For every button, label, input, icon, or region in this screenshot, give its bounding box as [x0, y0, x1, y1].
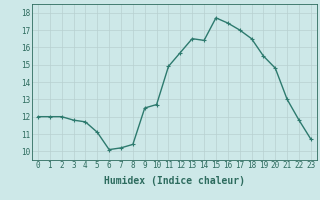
X-axis label: Humidex (Indice chaleur): Humidex (Indice chaleur) [104, 176, 245, 186]
